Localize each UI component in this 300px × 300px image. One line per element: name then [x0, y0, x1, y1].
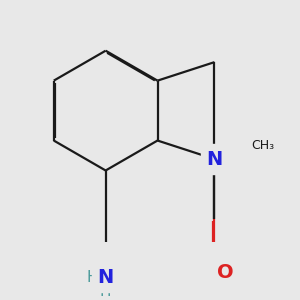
Text: N: N	[206, 150, 223, 169]
Text: CH₃: CH₃	[251, 139, 274, 152]
Text: O: O	[218, 263, 234, 282]
Text: N: N	[98, 268, 114, 286]
Text: H: H	[87, 270, 98, 285]
Text: H: H	[100, 284, 111, 299]
